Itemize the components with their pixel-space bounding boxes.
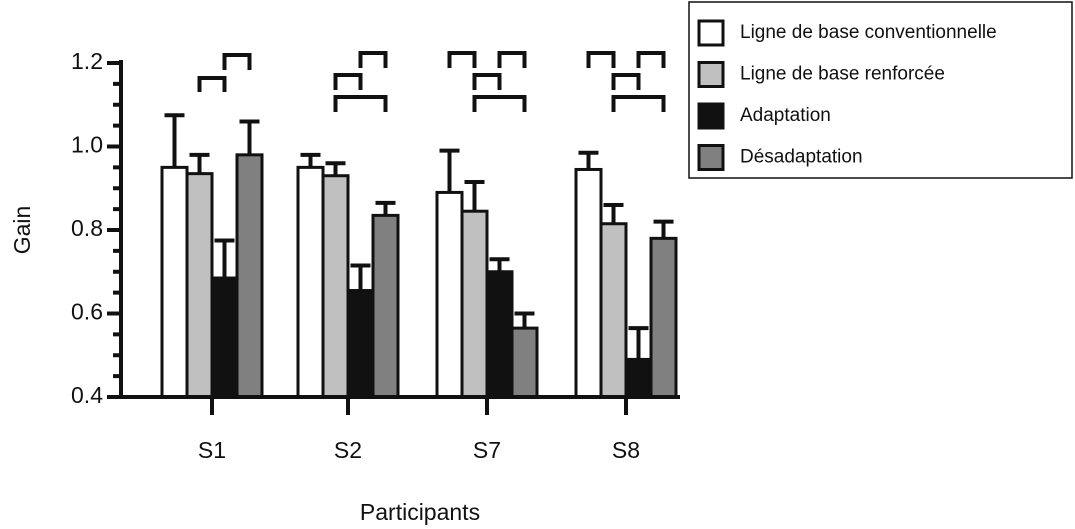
bar xyxy=(649,236,678,399)
bar xyxy=(210,276,239,399)
legend-swatch xyxy=(697,61,725,88)
legend-swatch xyxy=(697,19,725,47)
bar xyxy=(160,165,189,399)
x-tick-label: S7 xyxy=(473,437,501,463)
bar xyxy=(435,190,464,399)
bar xyxy=(235,153,264,399)
bar xyxy=(296,165,325,399)
y-axis-title: Gain xyxy=(9,206,35,255)
bar xyxy=(599,222,628,399)
bar xyxy=(185,172,214,399)
legend-swatch xyxy=(697,102,725,130)
y-tick-label: 0.4 xyxy=(71,382,103,408)
y-tick-label: 1.0 xyxy=(71,132,103,158)
legend-label: Désadaptation xyxy=(740,147,863,168)
bar xyxy=(485,270,514,399)
bar xyxy=(624,357,653,399)
x-tick-label: S8 xyxy=(612,437,640,463)
bar xyxy=(346,289,375,399)
legend-box xyxy=(688,1,1073,179)
legend-label: Adaptation xyxy=(740,105,831,126)
x-tick-label: S1 xyxy=(198,437,226,463)
legend-label: Ligne de base conventionnelle xyxy=(740,22,997,43)
legend-label: Ligne de base renforcée xyxy=(740,64,945,85)
bar xyxy=(574,167,603,399)
bar xyxy=(371,213,400,399)
y-tick-label: 0.8 xyxy=(71,215,103,241)
bar xyxy=(510,326,539,399)
legend-swatch xyxy=(697,144,725,171)
bar xyxy=(321,174,350,399)
y-tick-label: 1.2 xyxy=(71,48,103,74)
significance-brackets xyxy=(197,51,666,112)
x-tick-label: S2 xyxy=(334,437,362,463)
x-axis-title: Participants xyxy=(360,499,480,525)
bar xyxy=(460,209,489,399)
y-tick-label: 0.6 xyxy=(71,299,103,325)
